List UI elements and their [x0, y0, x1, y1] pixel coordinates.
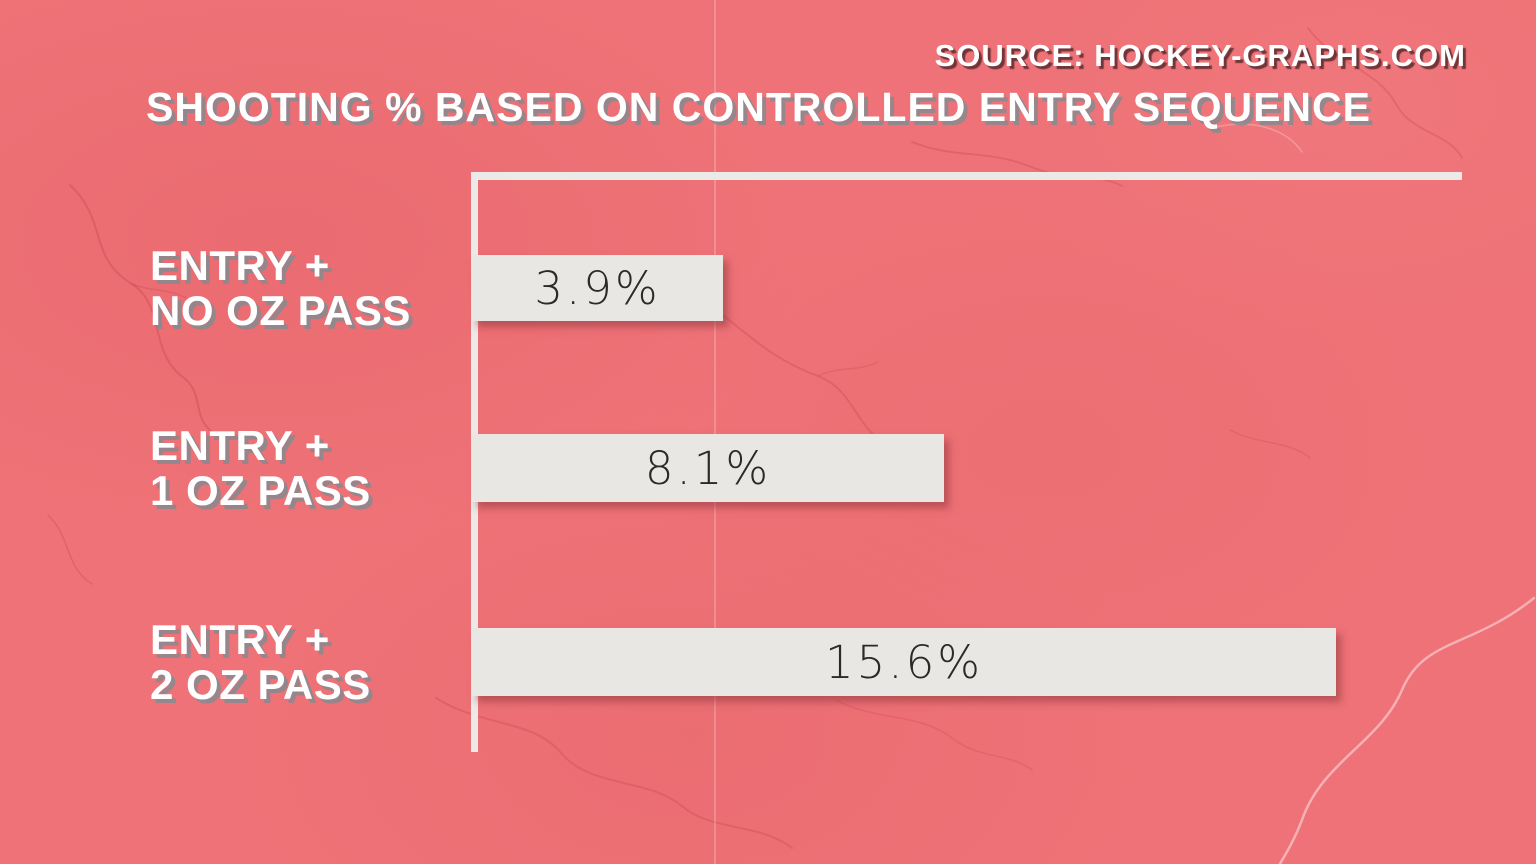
bar-value-label: 3.9%	[534, 261, 661, 315]
bar: 8.1%	[472, 434, 944, 502]
category-label-line: ENTRY +	[150, 422, 330, 469]
bar-value-label: 8.1%	[644, 441, 772, 495]
chart-title: SHOOTING % BASED ON CONTROLLED ENTRY SEQ…	[146, 84, 1371, 130]
category-label-line: 1 OZ PASS	[150, 467, 371, 514]
x-axis-line	[472, 172, 1462, 180]
category-label: ENTRY + 1 OZ PASS	[150, 423, 371, 513]
category-label-line: ENTRY +	[150, 616, 330, 663]
bar-value-label: 15.6%	[825, 635, 983, 689]
category-label-line: 2 OZ PASS	[150, 661, 371, 708]
category-label: ENTRY + NO OZ PASS	[150, 243, 411, 333]
source-credit: SOURCE: HOCKEY-GRAPHS.COM	[934, 38, 1466, 73]
category-label-line: NO OZ PASS	[150, 287, 411, 334]
category-label-line: ENTRY +	[150, 242, 330, 289]
bar: 15.6%	[472, 628, 1336, 696]
bar: 3.9%	[472, 255, 723, 321]
category-label: ENTRY + 2 OZ PASS	[150, 617, 371, 707]
